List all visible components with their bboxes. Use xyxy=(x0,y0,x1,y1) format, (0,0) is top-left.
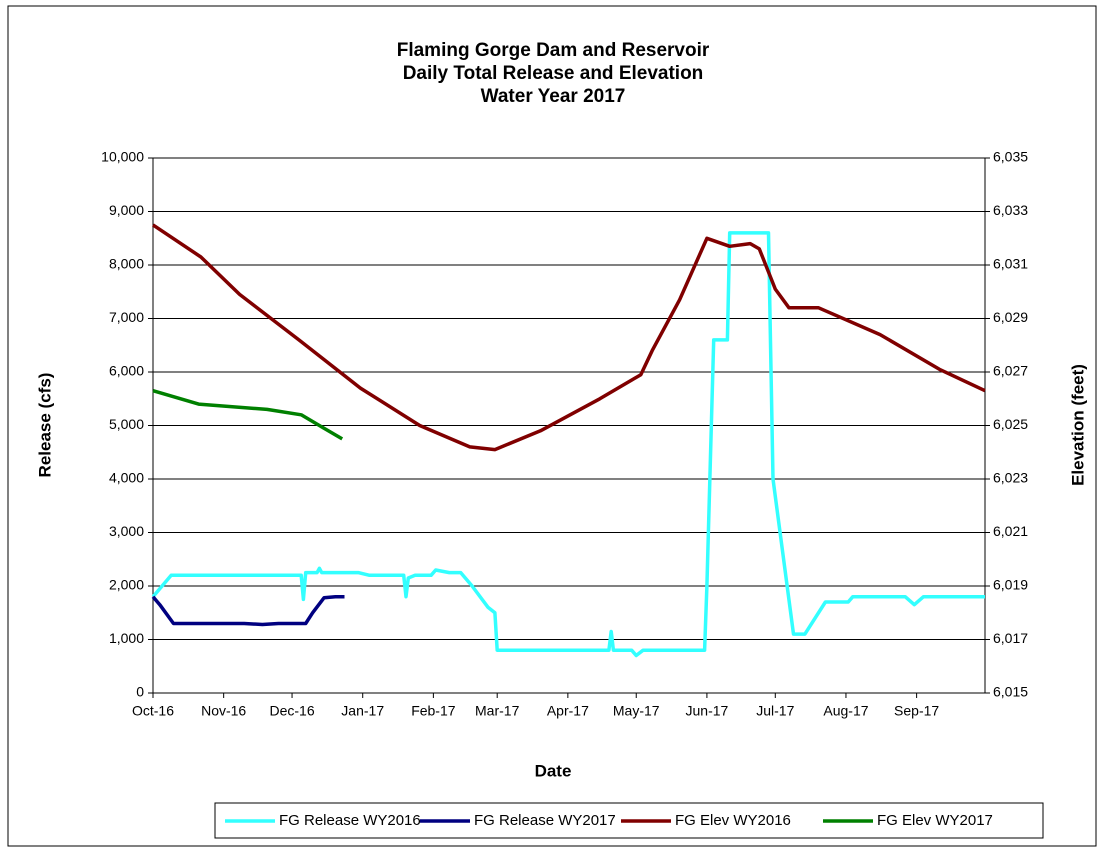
y2-tick-label: 6,029 xyxy=(993,309,1028,325)
legend-label: FG Elev WY2016 xyxy=(675,812,791,829)
y-tick-label: 3,000 xyxy=(109,523,144,539)
chart-title: Flaming Gorge Dam and Reservoir xyxy=(397,40,710,61)
y2-tick-label: 6,033 xyxy=(993,202,1028,218)
y2-tick-label: 6,025 xyxy=(993,416,1028,432)
line-series xyxy=(151,594,345,627)
y-tick-label: 0 xyxy=(136,684,144,700)
y2-tick-label: 6,015 xyxy=(993,684,1028,700)
y-tick-label: 10,000 xyxy=(101,149,144,165)
y2-tick-label: 6,031 xyxy=(993,256,1028,272)
y-tick-label: 4,000 xyxy=(109,470,144,486)
chart-subtitle: Water Year 2017 xyxy=(481,86,626,107)
y2-tick-label: 6,017 xyxy=(993,630,1028,646)
x-tick-label: Sep-17 xyxy=(894,703,939,719)
y2-tick-label: 6,019 xyxy=(993,577,1028,593)
x-tick-label: Feb-17 xyxy=(411,703,456,719)
x-tick-label: Jun-17 xyxy=(686,703,729,719)
x-tick-label: May-17 xyxy=(613,703,660,719)
x-axis-title: Date xyxy=(535,761,572,780)
line-series xyxy=(151,231,985,658)
y-tick-label: 1,000 xyxy=(109,630,144,646)
legend-label: FG Release WY2016 xyxy=(279,812,421,829)
chart-subtitle: Daily Total Release and Elevation xyxy=(403,63,704,84)
y-tick-label: 9,000 xyxy=(109,202,144,218)
line-series xyxy=(152,389,344,441)
y2-tick-label: 6,027 xyxy=(993,363,1028,379)
legend-label: FG Elev WY2017 xyxy=(877,812,993,829)
y2-tick-label: 6,035 xyxy=(993,149,1028,165)
x-tick-label: Dec-16 xyxy=(269,703,314,719)
x-tick-label: Nov-16 xyxy=(201,703,246,719)
line-series xyxy=(152,223,986,452)
x-tick-label: Jul-17 xyxy=(756,703,794,719)
x-tick-label: Oct-16 xyxy=(132,703,174,719)
y-axis-title: Release (cfs) xyxy=(35,373,54,478)
y-tick-label: 6,000 xyxy=(109,363,144,379)
y-tick-label: 7,000 xyxy=(109,309,144,325)
x-tick-label: Aug-17 xyxy=(823,703,868,719)
x-tick-label: Apr-17 xyxy=(547,703,589,719)
y-tick-label: 5,000 xyxy=(109,416,144,432)
x-tick-label: Mar-17 xyxy=(475,703,520,719)
y2-tick-label: 6,023 xyxy=(993,470,1028,486)
y-tick-label: 2,000 xyxy=(109,577,144,593)
y2-tick-label: 6,021 xyxy=(993,523,1028,539)
y2-axis-title: Elevation (feet) xyxy=(1068,364,1087,486)
y-tick-label: 8,000 xyxy=(109,256,144,272)
x-tick-label: Jan-17 xyxy=(341,703,384,719)
legend-label: FG Release WY2017 xyxy=(474,812,616,829)
